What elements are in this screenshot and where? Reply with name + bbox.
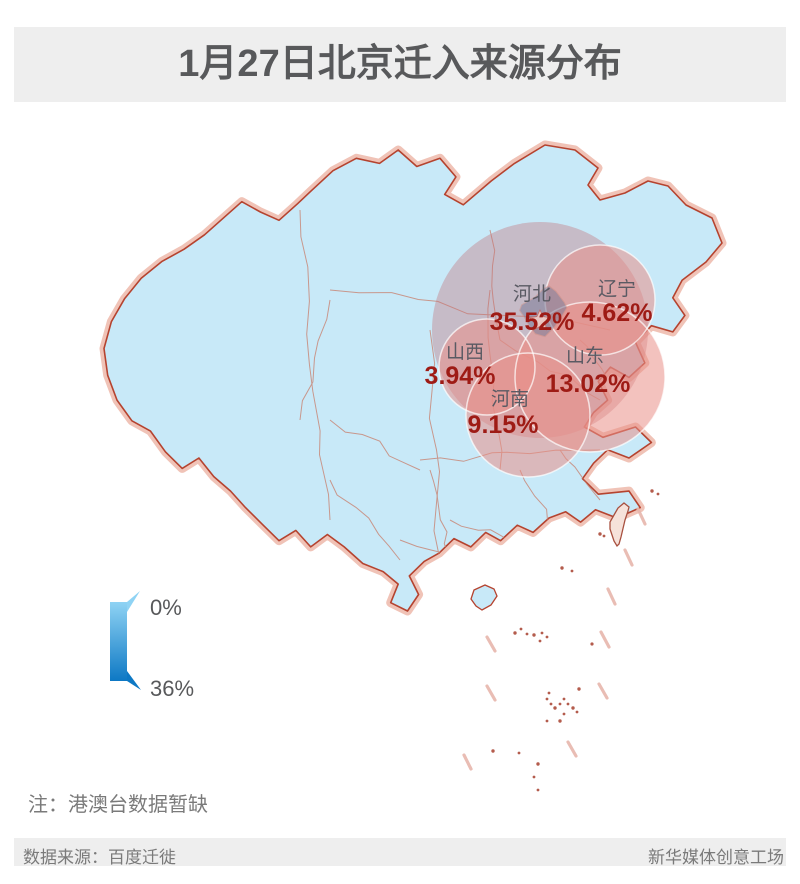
svg-text:4.62%: 4.62% [582, 299, 653, 327]
svg-text:河南: 河南 [491, 388, 529, 410]
svg-text:3.94%: 3.94% [425, 362, 496, 390]
svg-text:0%: 0% [150, 595, 182, 620]
svg-text:辽宁: 辽宁 [598, 278, 636, 300]
svg-text:36%: 36% [150, 676, 194, 701]
svg-text:35.52%: 35.52% [490, 308, 575, 336]
svg-text:山东: 山东 [566, 345, 604, 367]
svg-text:13.02%: 13.02% [546, 370, 631, 398]
svg-text:9.15%: 9.15% [468, 411, 539, 439]
svg-text:河北: 河北 [513, 283, 551, 305]
svg-text:山西: 山西 [446, 341, 484, 363]
